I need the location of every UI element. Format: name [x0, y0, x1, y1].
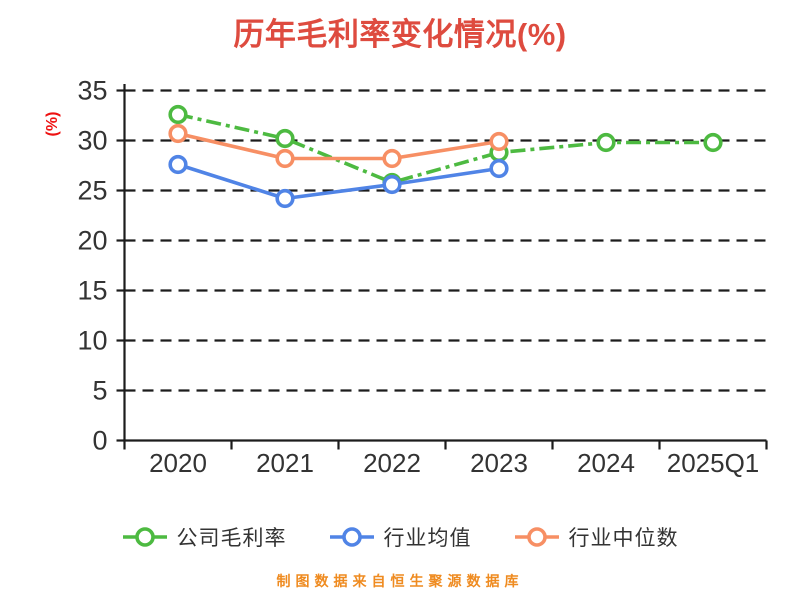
data-point-marker	[596, 132, 616, 153]
y-tick-label: 25	[77, 176, 107, 206]
x-tick-label: 2022	[363, 448, 421, 478]
x-tick-label: 2023	[470, 448, 528, 478]
x-tick-label: 2025Q1	[667, 448, 760, 478]
data-point-marker	[489, 158, 509, 179]
series-line-0	[177, 112, 713, 185]
legend-item: 行业中位数	[514, 522, 679, 552]
data-point-marker	[275, 148, 295, 169]
data-point-marker	[382, 148, 402, 169]
chart-legend: 公司毛利率 行业均值 行业中位数	[0, 521, 800, 553]
y-tick-label: 5	[92, 376, 107, 406]
data-point-marker	[275, 188, 295, 209]
data-point-marker	[275, 128, 295, 149]
data-point-marker	[168, 123, 188, 144]
footer-source-note: 制图数据来自恒生聚源数据库	[276, 573, 524, 589]
y-tick-label: 0	[92, 426, 107, 456]
legend-label: 公司毛利率	[176, 527, 287, 550]
y-tick-label: 30	[77, 126, 107, 156]
x-tick-label: 2021	[256, 448, 314, 478]
legend-marker-icon	[329, 527, 374, 547]
data-point-marker	[382, 174, 402, 195]
series-line-2	[177, 131, 500, 161]
chart-title: 历年毛利率变化情况(%)	[233, 17, 567, 52]
series-line-1	[177, 162, 500, 201]
data-point-marker	[703, 132, 723, 153]
y-tick-label: 10	[77, 326, 107, 356]
data-point-marker	[168, 154, 188, 175]
legend-label: 行业中位数	[568, 527, 679, 550]
y-tick-label: 15	[77, 276, 107, 306]
legend-label: 行业均值	[383, 527, 472, 550]
legend-marker-icon	[122, 527, 167, 547]
data-point-marker	[489, 131, 509, 152]
y-tick-label: 35	[77, 76, 107, 106]
x-tick-label: 2024	[577, 448, 635, 478]
legend-marker-icon	[514, 527, 559, 547]
data-point-marker	[168, 104, 188, 125]
x-tick-label: 2020	[149, 448, 207, 478]
legend-item: 行业均值	[329, 522, 472, 552]
legend-item: 公司毛利率	[122, 522, 287, 552]
y-tick-label: 20	[77, 226, 107, 256]
